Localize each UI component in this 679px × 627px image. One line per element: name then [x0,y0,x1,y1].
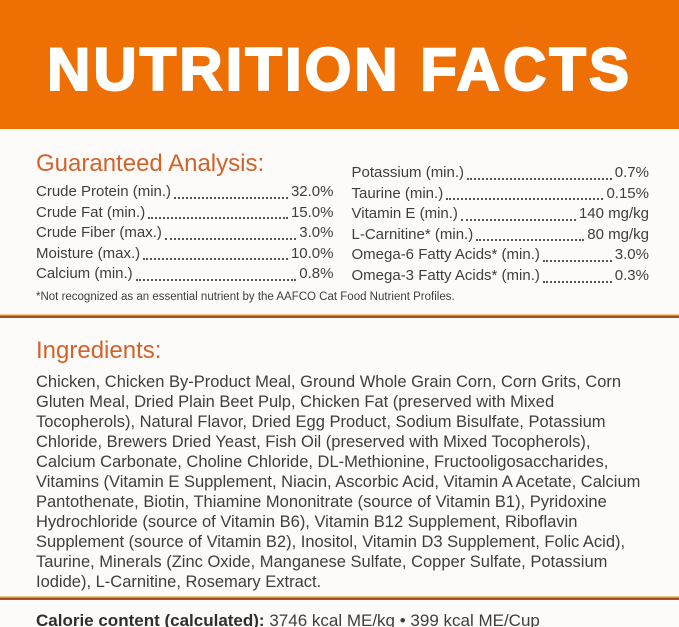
nutrient-row-taurine: Taurine (min.) 0.15% [352,184,650,205]
guaranteed-analysis-right-column: Potassium (min.) 0.7% Taurine (min.) 0.1… [352,150,650,287]
nutrient-value: 80 mg/kg [587,225,649,243]
dot-leader [476,239,585,242]
nutrient-label: L-Carnitine* (min.) [351,225,474,243]
aafco-footnote: *Not recognized as an essential nutrient… [36,290,455,303]
guaranteed-analysis-left-column: Guaranteed Analysis: Crude Protein (min.… [36,150,334,287]
dot-leader [164,237,297,240]
guaranteed-analysis-section: Guaranteed Analysis: Crude Protein (min.… [36,150,649,287]
nutrient-label: Potassium (min.) [351,164,465,181]
section-divider [0,313,679,318]
nutrient-value: 3.0% [614,246,649,264]
nutrient-row-crude-fat: Crude Fat (min.) 15.0% [36,203,334,224]
page-title: NUTRITION FACTS [46,35,632,103]
nutrient-value: 32.0% [290,183,334,200]
nutrient-row-omega-6: Omega-6 Fatty Acids* (min.) 3.0% [352,245,650,266]
nutrient-row-crude-fiber: Crude Fiber (max.) 3.0% [36,223,334,244]
nutrient-label: Taurine (min.) [351,184,444,202]
nutrient-row-potassium: Potassium (min.) 0.7% [352,163,650,184]
dot-leader [467,177,612,180]
ingredients-text: Chicken, Chicken By-Product Meal, Ground… [36,372,641,591]
nutrient-value: 10.0% [290,244,334,262]
nutrient-label: Crude Fiber (max.) [36,224,162,242]
header-band: NUTRITION FACTS [0,0,679,129]
nutrient-label: Omega-6 Fatty Acids* (min.) [351,246,540,264]
nutrient-row-l-carnitine: L-Carnitine* (min.) 80 mg/kg [352,225,650,246]
section-divider [0,595,679,600]
ingredients-heading: Ingredients: [36,336,162,364]
ingredients-section: Ingredients: Chicken, Chicken By-Product… [36,337,649,592]
nutrient-row-omega-3: Omega-3 Fatty Acids* (min.) 0.3% [352,266,650,287]
nutrient-value: 0.15% [606,184,649,202]
dot-leader [460,218,576,221]
nutrient-row-moisture: Moisture (max.) 10.0% [36,244,334,265]
nutrient-value: 3.0% [299,224,334,242]
nutrient-label: Calcium (min.) [36,265,133,283]
nutrient-row-vitamin-e: Vitamin E (min.) 140 mg/kg [352,204,650,225]
dot-leader [542,259,612,262]
nutrient-label: Moisture (max.) [36,244,141,262]
nutrient-value: 0.7% [614,164,649,181]
nutrient-row-calcium: Calcium (min.) 0.8% [36,264,334,285]
nutrient-row-crude-protein: Crude Protein (min.) 32.0% [36,182,334,203]
dot-leader [148,217,288,220]
nutrient-label: Omega-3 Fatty Acids* (min.) [351,266,540,284]
nutrient-label: Vitamin E (min.) [351,205,458,223]
nutrient-label: Crude Fat (min.) [36,203,146,221]
nutrient-value: 140 mg/kg [578,205,649,223]
dot-leader [135,278,297,281]
nutrient-value: 0.3% [614,266,649,284]
dot-leader [174,196,288,199]
nutrient-value: 15.0% [290,203,334,221]
nutrient-value: 0.8% [299,265,334,283]
dot-leader [143,258,288,261]
dot-leader [542,280,612,283]
dot-leader [446,198,604,201]
guaranteed-analysis-heading: Guaranteed Analysis: [36,150,265,177]
calorie-content-label: Calorie content (calculated): [36,610,265,627]
nutrient-label: Crude Protein (min.) [36,183,172,200]
calorie-content-line: Calorie content (calculated): 3746 kcal … [36,611,649,627]
calorie-content-value: 3746 kcal ME/kg • 399 kcal ME/Cup [264,610,540,627]
